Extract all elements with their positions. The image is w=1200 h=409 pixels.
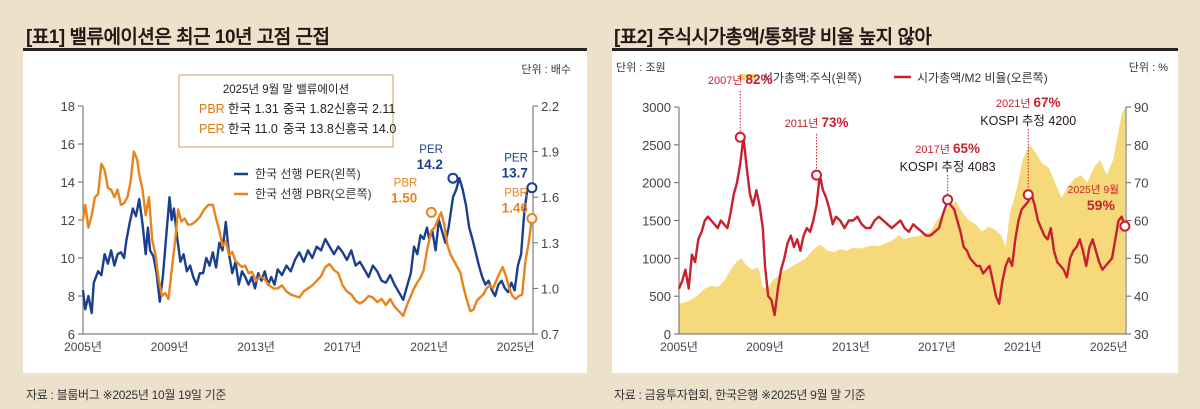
annotation-value: 59%: [1087, 197, 1116, 213]
chart2-legend-marketcap-label: 시가총액:주식(왼쪽): [762, 71, 862, 85]
annotation-label: PER: [504, 153, 528, 165]
y-right-tick-label: 90: [1134, 100, 1148, 115]
chart1-legend-pbr-label: 한국 선행 PBR(오른쪽): [255, 186, 372, 201]
y-right-tick-label: 1.3: [541, 236, 559, 251]
x-tick-label: 2013년: [237, 340, 275, 354]
chart1-legend-per-label: 한국 선행 PER(왼쪽): [255, 166, 361, 181]
annotation-value: 13.7: [502, 166, 528, 181]
chart1-panel: 단위 : 배수 2025년 9월 말 밸류에이션 PBR 한국 1.31 중국 …: [23, 51, 587, 373]
annotation-label: 2021년 67%: [996, 95, 1061, 110]
y-right-tick-label: 1.9: [541, 145, 559, 160]
chart2-unit-right: 단위 : %: [1129, 61, 1168, 74]
annotation-marker: [447, 172, 459, 184]
y-left-tick-label: 1500: [642, 214, 671, 229]
chart2-legend-ratio-label: 시가총액/M2 비율(오른쪽): [917, 71, 1048, 85]
x-tick-label: 2017년: [324, 340, 362, 354]
x-tick-label: 2013년: [832, 340, 870, 354]
x-tick-label: 2009년: [151, 340, 189, 354]
y-right-tick-label: 80: [1134, 138, 1148, 153]
chart1-infobox-frame: [178, 74, 394, 148]
y-left-tick-label: 6: [68, 327, 75, 342]
chart1-infobox-per-korea: 한국 11.0: [228, 122, 278, 136]
chart1-unit-label: 단위 : 배수: [521, 63, 571, 76]
annotation-label: 2017년 65%: [915, 141, 980, 156]
chart1-title-rule: [23, 48, 587, 51]
y-right-tick-label: 70: [1134, 176, 1148, 191]
chart2-title: [표2] 주식시가총액/통화량 비율 높지 않아: [614, 27, 932, 48]
x-tick-label: 2005년: [660, 340, 698, 354]
x-tick-label: 2017년: [918, 340, 956, 354]
chart1-infobox-per-em: 신흥국 14.0: [334, 122, 396, 136]
annotation-label: 2007년 82%: [708, 72, 773, 87]
per-line: [81, 177, 529, 315]
chart2-panel: 단위 : 조원 단위 : % 시가총액:주식(왼쪽) 시가총액/M2 비율(오른…: [612, 51, 1178, 373]
ratio-line: [677, 136, 1127, 317]
y-right-tick-label: 60: [1134, 214, 1148, 229]
annotation-label: PBR: [504, 187, 528, 199]
chart1-title: [표1] 밸류에이션은 최근 10년 고점 근접: [26, 27, 330, 48]
y-left-tick-label: 14: [61, 175, 75, 190]
y-left-tick-label: 10: [61, 251, 75, 266]
annotation-label: 2025년 9월: [1067, 184, 1118, 196]
y-left-tick-label: 2000: [642, 176, 671, 191]
chart1-infobox-per-china: 중국 13.8: [283, 122, 334, 136]
y-left-tick-label: 16: [61, 137, 75, 152]
y-left-tick-label: 0: [664, 327, 671, 342]
chart1-svg: 단위 : 배수 2025년 9월 말 밸류에이션 PBR 한국 1.31 중국 …: [61, 63, 571, 354]
pbr-line: [81, 150, 534, 317]
y-left-tick-label: 8: [68, 289, 75, 304]
x-tick-label: 2025년: [497, 340, 535, 354]
annotation-marker: [526, 212, 538, 224]
annotation-marker: [811, 169, 823, 181]
market-cap-area: [679, 107, 1125, 334]
chart1-infobox: 2025년 9월 말 밸류에이션 PBR 한국 1.31 중국 1.82 신흥국…: [178, 74, 396, 148]
y-left-tick-label: 12: [61, 213, 75, 228]
annotation-marker: [1119, 220, 1131, 232]
annotation-value: 1.50: [391, 190, 417, 205]
annotation-marker: [526, 182, 538, 194]
y-right-tick-label: 2.2: [541, 99, 559, 114]
annotation-marker: [942, 194, 954, 206]
y-left-tick-label: 1000: [642, 251, 671, 266]
chart2-legend-marketcap-swatch: [739, 74, 756, 80]
chart1-legend: 한국 선행 PER(왼쪽) 한국 선행 PBR(오른쪽): [234, 166, 372, 201]
x-tick-label: 2005년: [64, 340, 102, 354]
y-right-tick-label: 1.6: [541, 190, 559, 205]
annotation-sublabel: KOSPI 추정 4083: [900, 160, 996, 174]
x-tick-label: 2021년: [1004, 340, 1042, 354]
chart2-svg: 단위 : 조원 단위 : % 시가총액:주식(왼쪽) 시가총액/M2 비율(오른…: [616, 61, 1168, 354]
chart2-legend: 시가총액:주식(왼쪽) 시가총액/M2 비율(오른쪽): [739, 71, 1048, 85]
chart2-title-rule: [612, 48, 1178, 51]
annotation-label: 2011년 73%: [785, 115, 849, 130]
y-left-tick-label: 3000: [642, 100, 671, 115]
chart1-infobox-pbr-china: 중국 1.82: [283, 102, 334, 116]
y-right-tick-label: 0.7: [541, 327, 559, 342]
chart1-infobox-pbr-metric: PBR: [199, 102, 225, 116]
annotation-label: PER: [419, 144, 443, 156]
x-tick-label: 2025년: [1090, 340, 1128, 354]
chart1-infobox-per-metric: PER: [199, 122, 225, 136]
chart2-source: 자료 : 금융투자협회, 한국은행 ※2025년 9월 말 기준: [614, 388, 866, 402]
annotation-marker: [425, 206, 437, 218]
y-left-tick-label: 18: [61, 99, 75, 114]
chart1-infobox-pbr-em: 신흥국 2.11: [334, 102, 395, 116]
y-right-tick-label: 40: [1134, 289, 1148, 304]
chart2-unit-left: 단위 : 조원: [616, 61, 666, 74]
chart1-infobox-pbr-korea: 한국 1.31: [228, 102, 279, 116]
annotation-value: 1.46: [502, 200, 529, 215]
annotation-marker: [734, 131, 746, 143]
annotation-sublabel: KOSPI 추정 4200: [980, 114, 1076, 128]
annotation-marker: [1022, 189, 1034, 201]
y-right-tick-label: 50: [1134, 251, 1148, 266]
annotation-label: PBR: [394, 177, 418, 189]
y-right-tick-label: 30: [1134, 327, 1148, 342]
annotation-value: 14.2: [417, 157, 443, 172]
y-right-tick-label: 1.0: [541, 281, 559, 296]
chart1-infobox-title: 2025년 9월 말 밸류에이션: [223, 82, 349, 96]
x-tick-label: 2009년: [746, 340, 784, 354]
y-left-tick-label: 2500: [642, 138, 671, 153]
chart1-source: 자료 : 블룸버그 ※2025년 10월 19일 기준: [26, 388, 227, 402]
y-left-tick-label: 500: [649, 289, 671, 304]
x-tick-label: 2021년: [410, 340, 448, 354]
